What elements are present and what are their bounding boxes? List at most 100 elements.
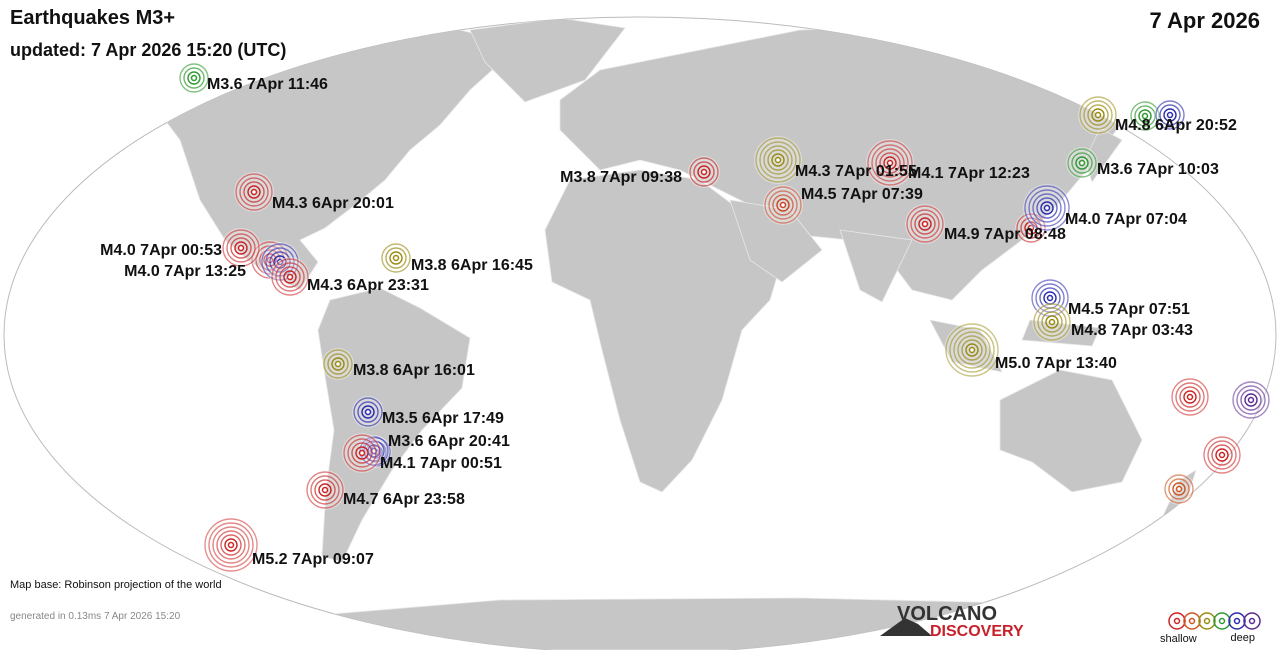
legend-ring xyxy=(1183,612,1201,630)
quake-marker xyxy=(866,139,914,187)
marker-ring xyxy=(1159,104,1181,126)
marker-ring xyxy=(1215,448,1229,462)
marker-ring xyxy=(1175,382,1205,412)
quake-label: M3.6 6Apr 20:41 xyxy=(388,433,510,450)
marker-ring xyxy=(183,67,205,89)
marker-ring xyxy=(389,251,403,265)
marker-core xyxy=(700,168,708,176)
marker-ring xyxy=(331,357,345,371)
marker-ring xyxy=(1028,189,1066,227)
marker-ring xyxy=(1067,148,1097,178)
marker-ring xyxy=(879,152,901,174)
marker-ring xyxy=(351,442,373,464)
marker-ring xyxy=(279,266,301,288)
marker-ring xyxy=(271,258,309,296)
marker-ring xyxy=(1075,156,1089,170)
quake-marker xyxy=(1154,99,1186,131)
marker-ring xyxy=(353,397,383,427)
marker-ring xyxy=(269,251,291,273)
marker-ring xyxy=(776,198,790,212)
marker-core xyxy=(190,74,198,82)
marker-ring xyxy=(764,186,802,224)
logo-volcano xyxy=(880,618,932,636)
map-base: Map base: Robinson projection of the wor… xyxy=(10,579,222,591)
marker-ring xyxy=(949,327,995,373)
marker-ring xyxy=(1024,185,1070,231)
logo-line1: VOLCANO xyxy=(897,603,997,625)
marker-ring xyxy=(1164,474,1194,504)
quake-marker xyxy=(305,470,345,510)
marker-core xyxy=(779,201,787,209)
marker-ring xyxy=(767,149,789,171)
marker-core xyxy=(358,449,366,457)
quake-marker xyxy=(203,517,259,573)
marker-ring xyxy=(1232,381,1270,419)
marker-core xyxy=(774,156,782,164)
quake-marker xyxy=(358,435,390,467)
quake-marker xyxy=(1231,380,1271,420)
legend-ring xyxy=(1213,612,1231,630)
marker-ring xyxy=(763,145,793,175)
marker-ring xyxy=(235,173,273,211)
quake-marker xyxy=(221,228,261,268)
legend-core xyxy=(1218,617,1226,625)
marker-ring xyxy=(689,157,719,187)
marker-ring xyxy=(361,405,375,419)
marker-core xyxy=(1166,111,1174,119)
south-america xyxy=(317,287,471,563)
marker-ring xyxy=(910,209,940,239)
date: 7 Apr 2026 xyxy=(1150,8,1260,33)
quake-label: M3.5 6Apr 17:49 xyxy=(382,410,504,427)
quake-label: M4.8 7Apr 03:43 xyxy=(1071,322,1193,339)
legend: shallow deep xyxy=(1160,612,1261,645)
legend-shallow: shallow xyxy=(1160,633,1197,645)
quake-marker xyxy=(270,257,310,297)
quake-label: M5.0 7Apr 13:40 xyxy=(995,355,1117,372)
marker-core xyxy=(286,273,294,281)
quake-marker xyxy=(234,172,274,212)
india xyxy=(839,229,913,303)
marker-core xyxy=(968,346,976,354)
marker-core xyxy=(1094,111,1102,119)
marker-ring xyxy=(275,262,305,292)
quake-marker xyxy=(1023,184,1071,232)
marker-ring xyxy=(1236,385,1266,415)
marker-ring xyxy=(179,63,209,93)
marker-ring xyxy=(1032,193,1062,223)
marker-ring xyxy=(883,156,897,170)
marker-ring xyxy=(961,339,983,361)
marker-core xyxy=(321,486,329,494)
marker-ring xyxy=(867,140,913,186)
updated: updated: 7 Apr 2026 15:20 (UTC) xyxy=(10,40,286,60)
quake-marker xyxy=(688,156,720,188)
quake-label: M4.7 6Apr 23:58 xyxy=(343,491,465,508)
legend-core xyxy=(1203,617,1211,625)
quake-label: M3.8 6Apr 16:45 xyxy=(411,257,533,274)
marker-ring xyxy=(247,185,261,199)
logo: VOLCANO DISCOVERY xyxy=(880,603,1024,640)
marker-ring xyxy=(212,526,250,564)
marker-ring xyxy=(1037,307,1067,337)
marker-ring xyxy=(768,190,798,220)
marker-ring xyxy=(1041,311,1063,333)
quake-marker xyxy=(763,185,803,225)
australia xyxy=(999,369,1143,493)
marker-core xyxy=(886,159,894,167)
marker-ring xyxy=(230,237,252,259)
marker-ring xyxy=(871,144,909,182)
quake-label: M4.3 6Apr 20:01 xyxy=(272,195,394,212)
legend-ring xyxy=(1243,612,1261,630)
quake-label: M4.3 6Apr 23:31 xyxy=(307,277,429,294)
quake-label: M4.0 7Apr 13:25 xyxy=(124,263,246,280)
quake-label: M4.5 7Apr 07:39 xyxy=(801,186,923,203)
marker-ring xyxy=(306,471,344,509)
marker-ring xyxy=(1020,217,1042,239)
quake-marker xyxy=(352,396,384,428)
marker-core xyxy=(1027,224,1035,232)
quake-marker xyxy=(1066,147,1098,179)
quake-label: M3.6 7Apr 10:03 xyxy=(1097,161,1219,178)
marker-ring xyxy=(1040,201,1054,215)
quake-label: M4.0 7Apr 00:53 xyxy=(100,242,222,259)
marker-ring xyxy=(263,253,277,267)
marker-ring xyxy=(251,241,289,279)
